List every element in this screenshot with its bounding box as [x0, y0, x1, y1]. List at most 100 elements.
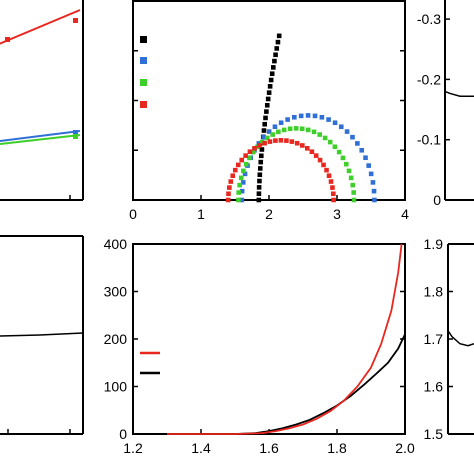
panel-b-point-series-2 — [236, 190, 242, 195]
panel-b-point-series-1 — [292, 114, 297, 120]
panel-b-point-series-1 — [239, 197, 245, 203]
panel-b-point-series-2 — [265, 135, 270, 141]
panel-b-point-series-1 — [312, 113, 318, 119]
panel-b-point-series-0 — [256, 191, 262, 196]
panel-b-point-series-3 — [289, 139, 295, 144]
panel-b-point-series-2 — [237, 182, 242, 188]
panel-b-point-series-2 — [348, 175, 354, 181]
panel-b-point-series-2 — [270, 132, 275, 137]
panel-a-fit-green — [0, 134, 81, 145]
panel-f-y-tick-label: 1.5 — [424, 426, 444, 442]
panel-e: 1.2 1.4 1.6 1.8 2.0 0 100 200 300 400 — [104, 236, 415, 456]
panel-b-point-series-0 — [269, 71, 275, 77]
panel-b-point-series-2 — [243, 161, 249, 167]
panel-c-y-tick-label: -0.3 — [417, 11, 441, 27]
panel-b-x-tick-label: 0 — [129, 206, 137, 222]
panel-f: 1.5 1.6 1.7 1.8 1.9 — [424, 236, 474, 442]
panel-b-point-series-3 — [230, 173, 236, 179]
panel-b-point-series-0 — [261, 128, 267, 133]
panel-e-y-tick-label: 100 — [104, 379, 128, 395]
panel-b-point-series-0 — [267, 84, 273, 89]
panel-c-ticks: 0 -0.1 -0.2 -0.3 — [417, 11, 450, 208]
panel-b-point-series-1 — [298, 113, 304, 119]
panel-b-point-series-3 — [252, 145, 257, 151]
panel-b-point-series-3 — [331, 191, 336, 197]
panel-b-point-series-3 — [226, 191, 231, 197]
panel-b-point-series-3 — [304, 145, 310, 151]
panel-e-ticks: 1.2 1.4 1.6 1.8 2.0 0 100 200 300 400 — [104, 236, 415, 456]
panel-d-series-line — [0, 332, 84, 337]
panel-c: 0 -0.1 -0.2 -0.3 — [417, 0, 474, 208]
panel-c-y-tick-label: 0 — [433, 192, 441, 208]
panel-b-point-series-0 — [275, 39, 281, 45]
panel-b-point-series-2 — [351, 190, 356, 195]
panel-b-point-series-2 — [281, 127, 287, 133]
panel-a-point-blue — [73, 130, 78, 135]
panel-b-point-series-3 — [309, 149, 315, 155]
panel-b-point-series-1 — [372, 197, 377, 203]
panel-b-point-series-1 — [370, 180, 376, 185]
panel-b-point-series-3 — [235, 162, 241, 168]
panel-b-point-series-1 — [242, 171, 248, 177]
panel-b-point-series-3 — [300, 143, 305, 148]
panel-b-point-series-1 — [319, 114, 325, 120]
panel-b-point-series-0 — [259, 147, 265, 152]
panel-b-point-series-0 — [256, 197, 262, 203]
panel-b-marks — [225, 33, 377, 203]
panel-b-point-series-3 — [225, 197, 231, 203]
panel-b-point-series-0 — [264, 109, 269, 114]
panel-e-x-tick-label: 2.0 — [395, 440, 415, 456]
panel-b-point-series-1 — [338, 124, 344, 130]
panel-f-y-tick-label: 1.6 — [424, 379, 444, 395]
panel-f-series-line — [447, 330, 474, 347]
panel-b-point-series-2 — [336, 149, 342, 155]
legend-marker-ni2p — [140, 79, 147, 86]
panel-b-point-series-0 — [265, 96, 271, 102]
panel-b-point-series-2 — [236, 197, 241, 203]
panel-b-point-series-2 — [311, 129, 317, 135]
panel-b-point-series-0 — [264, 102, 270, 108]
panel-e-y-tick-label: 200 — [104, 331, 128, 347]
panel-b-point-series-2 — [287, 126, 293, 132]
panel-d — [0, 235, 84, 435]
panel-b-point-series-0 — [276, 33, 282, 39]
panel-b-point-series-3 — [267, 139, 273, 144]
panel-a — [0, 0, 84, 201]
panel-b-point-series-2 — [327, 139, 333, 145]
panel-b-point-series-1 — [266, 129, 272, 134]
panel-b-point-series-2 — [317, 132, 323, 137]
panel-b-point-series-0 — [270, 65, 276, 70]
panel-b-x-tick-label: 1 — [197, 206, 205, 222]
panel-b-point-series-0 — [266, 90, 272, 95]
panel-b-point-series-1 — [285, 117, 290, 122]
panel-c-y-tick-label: -0.1 — [417, 132, 441, 148]
panel-b-point-series-1 — [278, 120, 284, 126]
panel-b-point-series-2 — [305, 127, 311, 133]
panel-e-x-tick-label: 1.4 — [191, 440, 211, 456]
panel-b-point-series-3 — [278, 138, 284, 143]
panel-f-y-tick-label: 1.9 — [424, 236, 444, 252]
panel-b-point-series-3 — [227, 185, 232, 190]
panel-e-y-tick-label: 0 — [119, 426, 127, 442]
panel-b-point-series-2 — [247, 155, 252, 161]
panel-b-point-series-3 — [328, 179, 334, 184]
panel-b-point-series-3 — [243, 153, 248, 158]
panel-b-point-series-2 — [346, 168, 352, 174]
panel-b-point-series-1 — [371, 188, 377, 194]
panel-f-ticks: 1.5 1.6 1.7 1.8 1.9 — [424, 236, 453, 442]
legend-marker-nis-ni2p — [140, 101, 147, 108]
panel-b-point-series-3 — [247, 149, 253, 155]
panel-b-point-series-2 — [299, 126, 305, 132]
panel-b-point-series-2 — [238, 175, 244, 181]
panel-f-y-tick-label: 1.7 — [424, 331, 444, 347]
panel-b-point-series-0 — [256, 185, 262, 190]
panel-b-point-series-1 — [305, 113, 311, 118]
panel-b-point-series-2 — [351, 197, 357, 203]
panel-b-point-series-1 — [344, 129, 350, 134]
panel-e-x-tick-label: 1.8 — [327, 440, 347, 456]
panel-e-plot-frame — [132, 243, 406, 435]
panel-b-point-series-1 — [350, 134, 355, 140]
panel-e-series-line-1 — [167, 333, 406, 435]
panel-e-marks — [167, 243, 406, 435]
panel-b-x-tick-label: 3 — [333, 206, 341, 222]
